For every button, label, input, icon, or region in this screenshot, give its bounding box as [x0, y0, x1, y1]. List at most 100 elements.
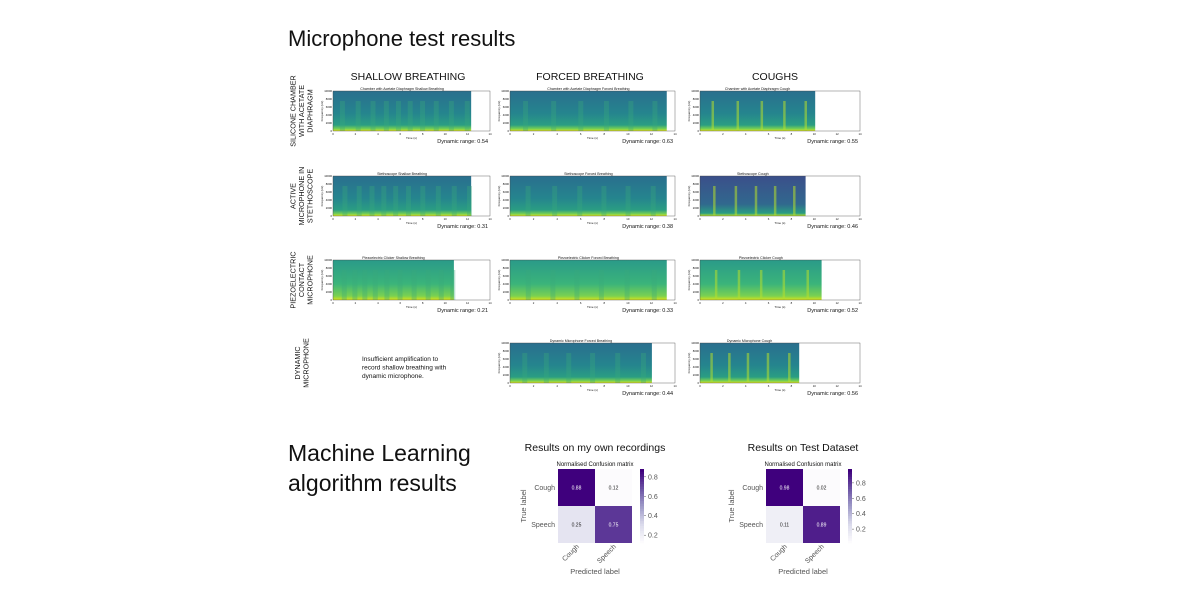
x-tick-label: 10: [444, 132, 448, 136]
spectrogram-frame: [699, 342, 861, 384]
y-tick-label: 4000: [693, 282, 700, 286]
colorbar-segment: [848, 540, 852, 544]
x-tick-label: Cough: [561, 543, 581, 563]
x-tick-label: 8: [791, 132, 793, 136]
x-tick-label: 10: [813, 132, 817, 136]
spectrogram-band: [598, 270, 604, 300]
spectrogram-band: [806, 270, 809, 300]
y-axis-label: Frequency (Hz): [497, 186, 501, 207]
y-tick-label: 4000: [326, 113, 333, 117]
y-tick-label: 2000: [693, 206, 700, 210]
y-axis-label: Frequency (Hz): [320, 101, 324, 122]
y-tick-label: 6000: [693, 105, 700, 109]
y-tick-label: 2000: [503, 206, 510, 210]
y-tick-label: 0: [507, 381, 509, 385]
x-tick-label: 6: [768, 384, 770, 388]
spectrogram-frame: [699, 90, 861, 132]
y-tick-label: 2000: [503, 121, 510, 125]
x-tick-label: Speech: [804, 543, 826, 565]
row-label: MICROPHONE IN: [297, 167, 306, 226]
spectrogram-band: [352, 270, 358, 300]
colorbar-segment: [848, 503, 852, 507]
x-tick-label: 12: [466, 301, 470, 305]
y-axis-label: True label: [519, 489, 528, 522]
colorbar-segment: [640, 486, 644, 490]
cell-label: 0.25: [572, 523, 582, 529]
spectrogram-band: [464, 101, 470, 131]
y-axis-label: Frequency (Hz): [687, 270, 691, 291]
y-tick-label: 4000: [503, 113, 510, 117]
x-tick-label: 12: [650, 132, 654, 136]
spectrogram-image: [700, 176, 806, 216]
row-label: MICROPHONE: [301, 338, 310, 388]
colorbar-segment: [848, 473, 852, 477]
colorbar-segment: [640, 476, 644, 480]
x-axis-label: Time (s): [775, 136, 786, 140]
y-tick-label: 6000: [326, 274, 333, 278]
matrix-cell: [803, 506, 840, 543]
spectrogram-band: [370, 101, 376, 131]
spectrogram-band: [710, 353, 713, 383]
x-tick-label: 10: [626, 217, 630, 221]
spectrogram-band: [577, 186, 583, 216]
dynamic-range: Dynamic range: 0.44: [622, 391, 673, 397]
spectrogram-title: Dynamic Microphone Forced Breathing: [550, 339, 612, 343]
y-tick-label: Cough: [534, 485, 555, 492]
y-tick-label: 10000: [501, 341, 509, 345]
row-label: PIEZOELECTRIC: [289, 251, 298, 308]
colorbar-segment: [640, 508, 644, 512]
spectrogram-band: [438, 270, 444, 300]
y-tick-label: 6000: [693, 357, 700, 361]
y-tick-label: 10000: [324, 89, 332, 93]
x-tick-label: 2: [722, 384, 724, 388]
spectrogram-band: [804, 101, 807, 131]
y-tick-label: 8000: [503, 97, 510, 101]
spectrogram-band: [628, 101, 634, 131]
y-tick-label: 0: [507, 129, 509, 133]
x-tick-label: 2: [722, 217, 724, 221]
spectrogram-band: [766, 353, 770, 383]
y-tick-label: 4000: [503, 282, 510, 286]
y-tick-label: 2000: [693, 373, 700, 377]
cell-label: 0.75: [609, 523, 619, 529]
y-axis-label: Frequency (Hz): [497, 353, 501, 374]
y-axis-label: Frequency (Hz): [687, 353, 691, 374]
x-tick-label: 6: [400, 301, 402, 305]
spectrogram-band: [372, 270, 378, 300]
spectrogram-band: [590, 353, 596, 383]
x-tick-label: 6: [580, 217, 582, 221]
spectrogram-band: [728, 353, 731, 383]
x-tick-label: 0: [699, 301, 701, 305]
colorbar-tick-label: 0.6: [856, 496, 866, 503]
x-tick-label: 10: [813, 217, 817, 221]
colorbar-segment: [848, 506, 852, 509]
spectrogram-band: [523, 101, 529, 131]
y-tick-label: 6000: [693, 190, 700, 194]
confusion-matrix: Results on Test Dataset Normalised Confus…: [727, 442, 866, 576]
colorbar-segment: [848, 486, 852, 490]
spectrogram-title: Chamber with Acetate Diaphragm Shallow B…: [360, 87, 444, 91]
spectrogram-band: [383, 101, 389, 131]
y-axis-label: Frequency (Hz): [320, 270, 324, 291]
cell-label: 0.89: [817, 523, 827, 529]
x-tick-label: 6: [768, 132, 770, 136]
spectrogram-band: [650, 186, 656, 216]
y-tick-label: 0: [507, 214, 509, 218]
colorbar-segment: [848, 510, 852, 514]
y-tick-label: 10000: [501, 89, 509, 93]
matrix-cell: [595, 506, 632, 543]
colorbar-segment: [640, 523, 644, 527]
x-tick-label: 0: [332, 301, 334, 305]
spectrogram-band: [339, 101, 345, 131]
spectrogram-frame: [509, 175, 676, 217]
column-header: FORCED BREATHING: [536, 71, 644, 83]
spectrogram-frame: [699, 175, 861, 217]
note: record shallow breathing with: [362, 365, 447, 372]
x-tick-label: 10: [626, 132, 630, 136]
column-header: COUGHS: [752, 71, 798, 83]
dynamic-range: Dynamic range: 0.52: [807, 308, 858, 314]
spectrogram-band: [435, 186, 441, 216]
spectrogram: Chamber with Acetate Diaphragm Cough 0 2 4 6…: [687, 87, 862, 145]
